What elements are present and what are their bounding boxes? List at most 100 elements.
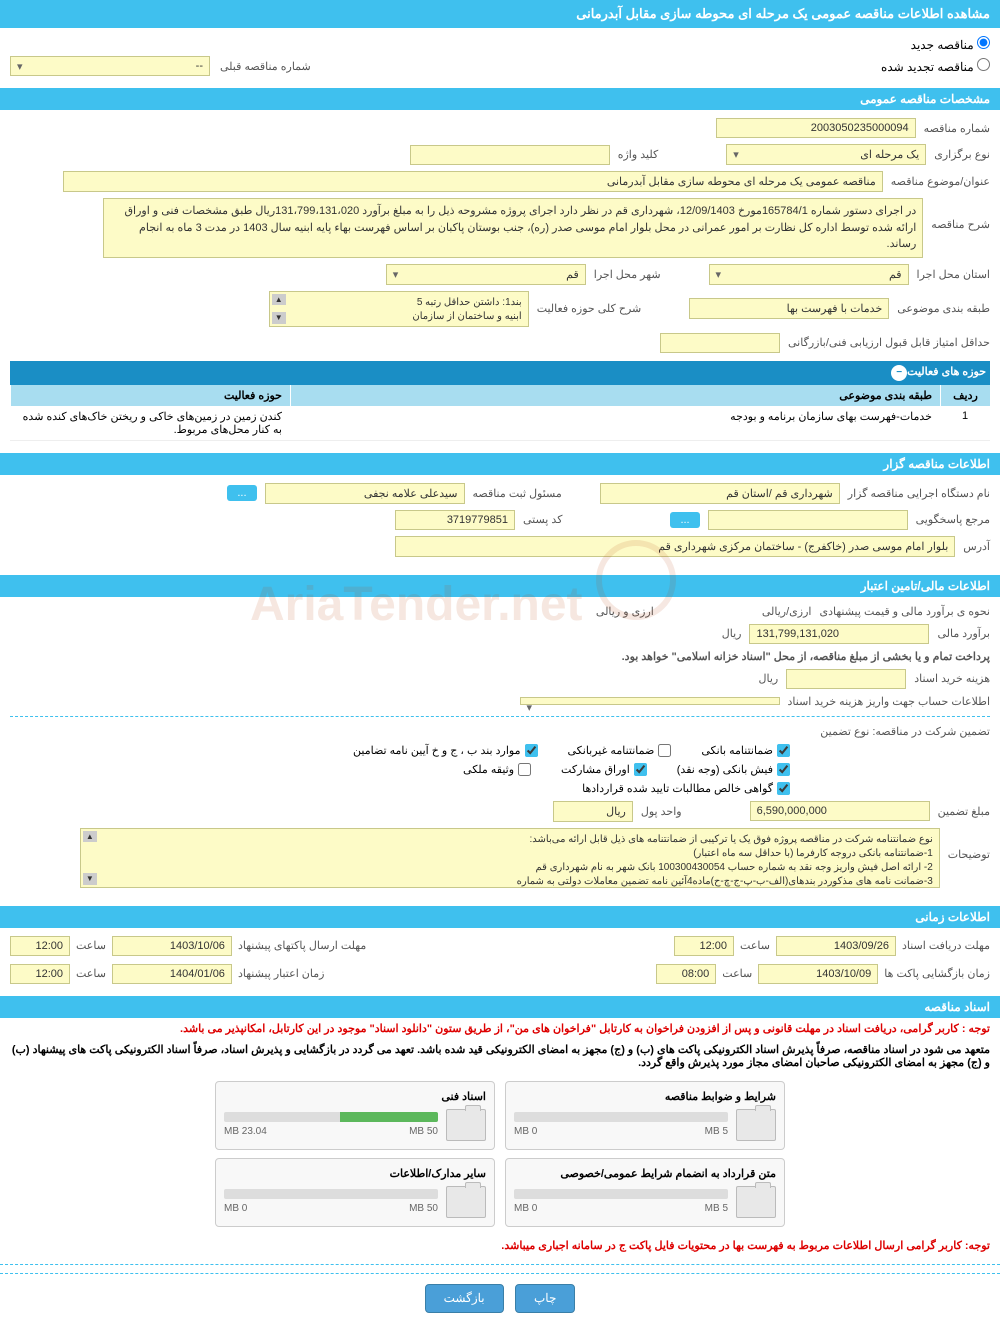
- docs-note-2: متعهد می شود در اسناد مناقصه، صرفاً پذیر…: [0, 1039, 1000, 1073]
- holding-type-label: نوع برگزاری: [934, 148, 990, 161]
- prev-number-label: شماره مناقصه قبلی: [220, 60, 311, 73]
- province-dropdown[interactable]: قم: [709, 264, 909, 285]
- scroll-down-icon[interactable]: ▼: [272, 312, 286, 323]
- min-score-field[interactable]: [660, 333, 780, 353]
- currency-type-label: ارزی و ریالی: [596, 605, 654, 618]
- reference-lookup-button[interactable]: ...: [670, 512, 699, 528]
- folder-icon: [446, 1186, 486, 1218]
- chk-bank-guarantee[interactable]: ضمانتنامه بانکی: [701, 744, 790, 757]
- category-field: خدمات با فهرست بها: [689, 298, 889, 319]
- docs-note-1: توجه : کاربر گرامی، دریافت اسناد در مهلت…: [0, 1018, 1000, 1039]
- address-field: بلوار امام موسی صدر (خاکفرج) - ساختمان م…: [395, 536, 955, 557]
- min-score-label: حداقل امتیاز قابل قبول ارزیابی فنی/بازرگ…: [788, 336, 990, 349]
- purchase-cost-field[interactable]: [786, 669, 906, 689]
- action-buttons: چاپ بازگشت: [0, 1273, 1000, 1323]
- holding-type-dropdown[interactable]: یک مرحله ای: [726, 144, 926, 165]
- chk-clauses-guarantee[interactable]: موارد بند ب ، ج و خ آیین نامه تضامین: [353, 744, 537, 757]
- doc-card-technical-title: اسناد فنی: [224, 1090, 486, 1103]
- radio-renewed-tender[interactable]: مناقصه تجدید شده: [881, 58, 990, 74]
- section-organizer: اطلاعات مناقصه گزار: [0, 453, 1000, 475]
- open-envelopes-date: 1403/10/09: [758, 964, 878, 984]
- account-info-label: اطلاعات حساب جهت واریز هزینه خرید اسناد: [788, 695, 990, 708]
- doc-card-other[interactable]: سایر مدارک/اطلاعات 50 MB0 MB: [215, 1158, 495, 1227]
- account-info-dropdown[interactable]: [520, 697, 780, 705]
- prev-number-dropdown[interactable]: --: [10, 56, 210, 76]
- chk-property-guarantee[interactable]: وثیقه ملکی: [463, 763, 531, 776]
- radio-renewed-label: مناقصه تجدید شده: [881, 60, 974, 74]
- doc-card-other-title: سایر مدارک/اطلاعات: [224, 1167, 486, 1180]
- page-title: مشاهده اطلاعات مناقصه عمومی یک مرحله ای …: [0, 0, 1000, 28]
- category-label: طبقه بندی موضوعی: [897, 302, 990, 315]
- notes-text: نوع ضمانتنامه شرکت در مناقصه پروژه فوق ی…: [517, 834, 933, 887]
- estimate-field: 131,799,131,020: [749, 624, 929, 644]
- description-field: در اجرای دستور شماره 165784/1مورخ 12/09/…: [103, 198, 923, 258]
- tender-number-label: شماره مناقصه: [924, 122, 990, 135]
- scroll-up-icon[interactable]: ▲: [272, 294, 286, 305]
- responsible-lookup-button[interactable]: ...: [227, 485, 256, 501]
- purchase-cost-label: هزینه خرید اسناد: [914, 672, 990, 685]
- card2-used: 23.04 MB: [224, 1126, 267, 1137]
- card3-total: 5 MB: [705, 1203, 728, 1214]
- validity-time: 12:00: [10, 964, 70, 984]
- docs-note-3: توجه: کاربر گرامی ارسال اطلاعات مربوط به…: [0, 1235, 1000, 1256]
- title-field: مناقصه عمومی یک مرحله ای محوطه سازی مقاب…: [63, 171, 883, 192]
- reference-field[interactable]: [708, 510, 908, 530]
- chk-nonbank-guarantee[interactable]: ضمانتنامه غیربانکی: [568, 744, 672, 757]
- radio-new-label: مناقصه جدید: [911, 38, 974, 52]
- currency-unit-2: ریال: [758, 672, 778, 685]
- time-label-4: ساعت: [76, 967, 106, 980]
- collapse-icon[interactable]: −: [891, 365, 907, 381]
- folder-icon: [446, 1109, 486, 1141]
- col-category-header: طبقه بندی موضوعی: [290, 385, 940, 406]
- chk-certificate-guarantee[interactable]: گواهی خالص مطالبات تایید شده قراردادها: [582, 782, 790, 795]
- section-financial: اطلاعات مالی/تامین اعتبار: [0, 575, 1000, 597]
- send-proposal-date: 1403/10/06: [112, 936, 232, 956]
- activity-scope-field[interactable]: بند1: داشتن حداقل رتبه 5 ابنیه و ساختمان…: [269, 291, 529, 327]
- validity-label: زمان اعتبار پیشنهاد: [238, 967, 325, 980]
- chk-securities-guarantee[interactable]: اوراق مشارکت: [561, 763, 647, 776]
- estimate-label: برآورد مالی: [937, 627, 990, 640]
- card2-total: 50 MB: [409, 1126, 438, 1137]
- row-category: خدمات-فهرست بهای سازمان برنامه و بودجه: [290, 406, 940, 440]
- keyword-field[interactable]: [410, 145, 610, 165]
- time-label-2: ساعت: [76, 939, 106, 952]
- receive-docs-time: 12:00: [674, 936, 734, 956]
- activity-scope-label: شرح کلی حوزه فعالیت: [537, 302, 642, 315]
- keyword-label: کلید واژه: [618, 148, 658, 161]
- send-proposal-time: 12:00: [10, 936, 70, 956]
- open-envelopes-label: زمان بازگشایی پاکت ها: [884, 967, 990, 980]
- notes-field[interactable]: نوع ضمانتنامه شرکت در مناقصه پروژه فوق ی…: [80, 828, 940, 888]
- estimate-method-value: ارزی/ریالی: [762, 605, 812, 618]
- guarantee-intro: تضمین شرکت در مناقصه: نوع تضمین: [820, 725, 990, 738]
- notes-scroll-down-icon[interactable]: ▼: [83, 873, 97, 884]
- responsible-label: مسئول ثبت مناقصه: [473, 487, 562, 500]
- card4-total: 50 MB: [409, 1203, 438, 1214]
- radio-new-tender[interactable]: مناقصه جدید: [911, 38, 990, 52]
- row-idx: 1: [940, 406, 990, 440]
- col-idx-header: ردیف: [940, 385, 990, 406]
- doc-card-contract[interactable]: متن قرارداد به انضمام شرایط عمومی/خصوصی …: [505, 1158, 785, 1227]
- activity-scope-line2: ابنیه و ساختمان از سازمان: [276, 310, 522, 324]
- folder-icon: [736, 1109, 776, 1141]
- payment-note: پرداخت تمام و یا بخشی از مبلغ مناقصه، از…: [622, 650, 990, 663]
- doc-card-conditions[interactable]: شرایط و ضوابط مناقصه 5 MB0 MB: [505, 1081, 785, 1150]
- guarantee-amount-label: مبلغ تضمین: [938, 805, 990, 818]
- city-dropdown[interactable]: قم: [386, 264, 586, 285]
- chk-receipt-guarantee[interactable]: فیش بانکی (وجه نقد): [677, 763, 790, 776]
- activity-scope-line1: بند1: داشتن حداقل رتبه 5: [276, 296, 522, 310]
- validity-date: 1404/01/06: [112, 964, 232, 984]
- folder-icon: [736, 1186, 776, 1218]
- doc-card-technical[interactable]: اسناد فنی 50 MB 23.04 MB: [215, 1081, 495, 1150]
- time-label-3: ساعت: [722, 967, 752, 980]
- print-button[interactable]: چاپ: [515, 1284, 575, 1313]
- row-scope: کندن زمین در زمین‌های خاکی و ریختن خاک‌ه…: [10, 406, 290, 440]
- title-label: عنوان/موضوع مناقصه: [891, 175, 990, 188]
- back-button[interactable]: بازگشت: [425, 1284, 504, 1313]
- description-label: شرح مناقصه: [931, 198, 990, 231]
- notes-scroll-up-icon[interactable]: ▲: [83, 831, 97, 842]
- currency-unit-1: ریال: [722, 627, 742, 640]
- activity-table-title-text: حوزه های فعالیت: [907, 365, 986, 381]
- send-proposal-label: مهلت ارسال پاکتهای پیشنهاد: [238, 939, 366, 952]
- tender-type-radios: مناقصه جدید مناقصه تجدید شده شماره مناقص…: [0, 28, 1000, 84]
- col-scope-header: حوزه فعالیت: [10, 385, 290, 406]
